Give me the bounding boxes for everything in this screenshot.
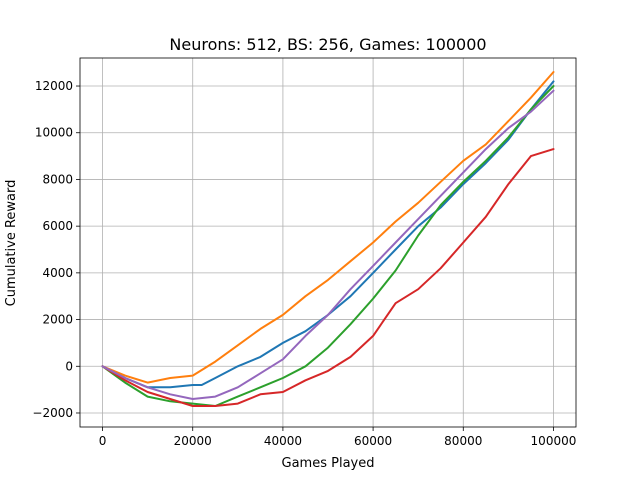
- x-tick-label: 100000: [531, 434, 577, 448]
- y-tick-label: 0: [65, 359, 73, 373]
- y-tick-label: −2000: [32, 406, 73, 420]
- y-tick-label: 10000: [35, 126, 73, 140]
- series-line-1: [101, 80, 555, 389]
- y-axis-label: Cumulative Reward: [4, 180, 19, 307]
- y-tick-label: 8000: [42, 172, 73, 186]
- series-line-2: [101, 71, 555, 384]
- x-tick-label: 20000: [174, 434, 212, 448]
- y-tick-label: 12000: [35, 79, 73, 93]
- series-lines: [101, 71, 555, 407]
- plot-frame: [79, 57, 577, 428]
- x-axis-label: Games Played: [282, 456, 375, 471]
- series-line-5: [101, 89, 555, 400]
- x-axis-ticks: 0 20000 40000 60000 80000 100000: [99, 427, 577, 448]
- x-tick-label: 0: [99, 434, 107, 448]
- x-tick-label: 40000: [264, 434, 302, 448]
- y-tick-label: 2000: [42, 313, 73, 327]
- y-tick-label: 4000: [42, 266, 73, 280]
- y-axis-ticks: −2000 0 2000 4000 6000 8000 10000 12000: [32, 79, 80, 420]
- series-line-4: [101, 148, 555, 407]
- y-tick-label: 6000: [42, 219, 73, 233]
- x-tick-label: 80000: [444, 434, 482, 448]
- x-tick-label: 60000: [354, 434, 392, 448]
- chart-title: Neurons: 512, BS: 256, Games: 100000: [169, 35, 486, 54]
